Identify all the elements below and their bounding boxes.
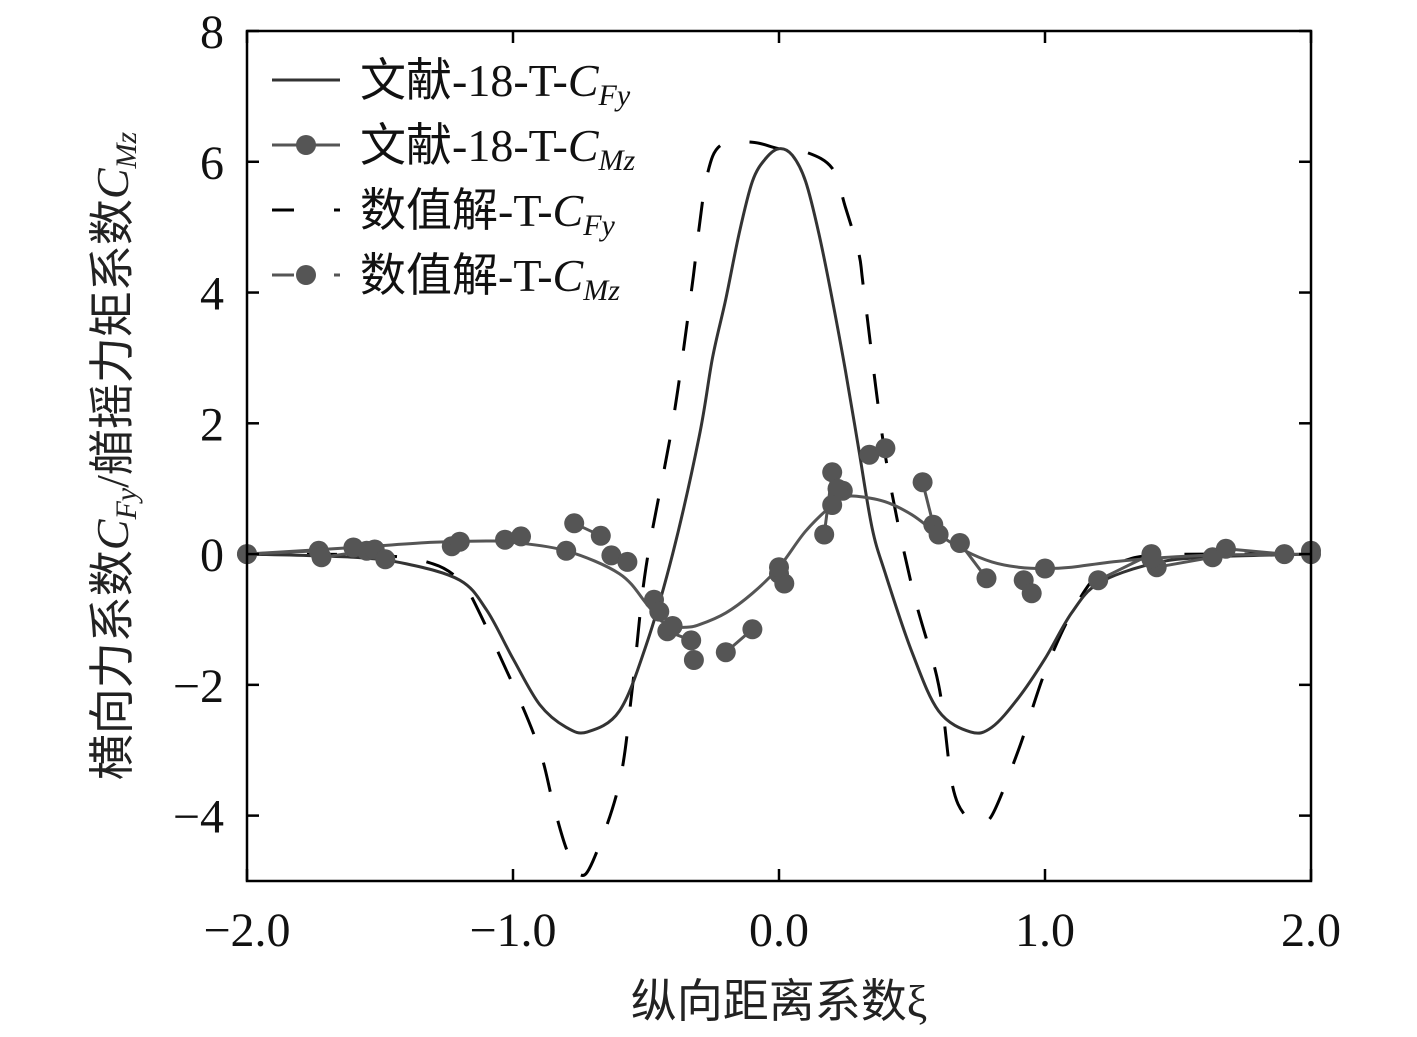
- series-numerical-cmz-point-12-0: [814, 524, 835, 545]
- series-ref-cmz-point-8: [1035, 558, 1055, 579]
- y-label-sub-mz: Mz: [110, 131, 143, 169]
- series-numerical-cmz-point-14-1: [875, 438, 896, 459]
- y-tick-label-3: 2: [200, 398, 224, 451]
- x-tick-label-1: −1.0: [469, 904, 556, 957]
- y-label-part-1: 横向力系数: [87, 550, 138, 780]
- series-numerical-cmz-point-10-0: [715, 642, 736, 663]
- series-numerical-cmz-point-9-0: [683, 650, 704, 670]
- series-numerical-cmz-point-6-1: [617, 551, 638, 572]
- series-numerical-cmz-point-15-0: [912, 472, 933, 493]
- series-numerical-cmz-point-14-0: [859, 444, 880, 465]
- series-numerical-cmz-point-5-1: [590, 525, 611, 546]
- series-numerical-cmz-point-12-1: [822, 462, 843, 483]
- x-tick-label-0: −2.0: [203, 904, 290, 957]
- series-ref-cmz-point-1: [343, 537, 364, 558]
- y-label-c-2: C: [87, 167, 138, 199]
- series-ref-cmz-line: [246, 494, 1312, 629]
- legend-marker-3: [296, 265, 316, 285]
- series-numerical-cmz-point-11-1: [774, 573, 795, 594]
- x-tick-label-2: 0.0: [749, 904, 809, 957]
- legend-label-prefix-1: 文献-18-T-: [360, 120, 568, 171]
- y-tick-label-6: 8: [200, 6, 224, 59]
- series-numerical-cmz-point-16-0: [949, 533, 970, 553]
- legend-label-prefix-2: 数值解-T-: [360, 185, 553, 236]
- legend-label-sub-2: Fy: [582, 209, 615, 242]
- legend-label-prefix-3: 数值解-T-: [360, 250, 553, 301]
- series-numerical-cmz-point-13-1: [827, 478, 848, 499]
- legend-label-sub-0: Fy: [598, 79, 631, 112]
- legend-label-sub-1: Mz: [598, 144, 636, 177]
- y-tick-label-2: 0: [200, 529, 224, 582]
- series-ref-cmz-point-4: [662, 616, 683, 636]
- legend-label-3: 数值解-T-CMz: [360, 250, 620, 307]
- series-numerical-cmz-point-18-0: [1088, 570, 1109, 591]
- series-numerical-cmz-point-1-0: [311, 547, 332, 568]
- y-tick-label-0: −4: [173, 791, 224, 844]
- series-numerical-cmz-point-4-1: [511, 526, 531, 547]
- chart-markers: [237, 438, 1321, 670]
- series-ref-cmz-point-5: [769, 557, 789, 578]
- y-label-part-2: /艏摇力矩系数: [87, 199, 138, 488]
- legend-label-1: 文献-18-T-CMz: [360, 120, 636, 177]
- legend-label-main-3: C: [553, 250, 585, 301]
- series-numerical-cmz-point-2-1: [375, 549, 396, 570]
- series-numerical-cmz-point-6-0: [601, 545, 622, 566]
- series-numerical-cmz-point-5-0: [564, 513, 585, 534]
- y-tick-label-5: 6: [200, 137, 224, 190]
- legend-label-prefix-0: 文献-18-T-: [360, 55, 568, 106]
- legend-label-2: 数值解-T-CFy: [360, 185, 616, 242]
- x-tick-label-3: 1.0: [1015, 904, 1075, 957]
- series-numerical-cmz-point-20-0: [1215, 538, 1236, 559]
- series-numerical-cmz-point-20-1: [1274, 544, 1295, 565]
- series-ref-cmz-point-3: [556, 540, 577, 561]
- x-axis-label: 纵向距离系数ξ: [631, 976, 928, 1027]
- y-tick-label-4: 4: [200, 268, 224, 321]
- legend-label-main-1: C: [568, 120, 600, 171]
- y-label-sub-fy: Fy: [110, 487, 143, 520]
- axis-ticks: −2.0 −1.0 0.0 1.0 2.0 −4 −2 0 2 4 6 8: [173, 6, 1341, 957]
- legend-label-main-0: C: [568, 55, 600, 106]
- legend-label-0: 文献-18-T-CFy: [360, 55, 631, 112]
- legend-label-main-2: C: [553, 185, 585, 236]
- series-numerical-cmz-point-10-1: [742, 619, 763, 640]
- series-numerical-cmz-point-4-0: [495, 529, 515, 550]
- legend-label-sub-3: Mz: [582, 274, 620, 307]
- series-ref-cmz-point-9: [1141, 548, 1162, 569]
- series-ref-cmz-point-2: [449, 531, 470, 552]
- series-numerical-cmz-point-7-1: [649, 601, 670, 622]
- y-axis-label: 横向力系数CFy/艏摇力矩系数CMz: [87, 131, 143, 780]
- legend-marker-1: [296, 135, 316, 155]
- series-numerical-cmz-point-8-1: [681, 630, 702, 651]
- series-numerical-cmz-point-16-1: [976, 568, 997, 589]
- series-ref-cmz-point-7: [928, 524, 949, 545]
- y-tick-label-1: −2: [173, 660, 224, 713]
- x-tick-label-4: 2.0: [1281, 904, 1341, 957]
- series-ref-cmz-point-6: [822, 495, 843, 515]
- y-label-c-1: C: [87, 518, 138, 550]
- series-ref-cfy-line: [246, 147, 1312, 735]
- series-numerical-cmz-point-17-1: [1021, 583, 1042, 604]
